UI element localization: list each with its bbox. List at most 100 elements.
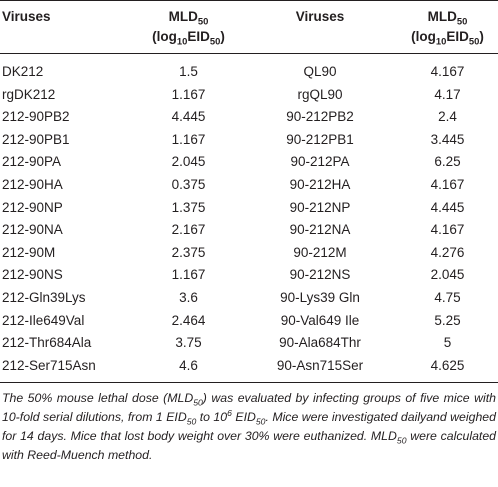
text-segment: (log [152, 29, 177, 44]
footnote: The 50% mouse lethal dose (MLD50) was ev… [0, 383, 498, 465]
table-row: DK212 1.5 QL90 4.167 [0, 54, 498, 84]
text-segment: to 10 [196, 410, 228, 425]
text-segment: MLD [168, 9, 198, 24]
text-segment: 50 [209, 36, 221, 48]
table-body: DK212 1.5 QL90 4.167 rgDK212 1.167 rgQL90 4.17 2… [0, 54, 498, 383]
table-header: Viruses MLD50 (log10EID50) Viruses MLD50 (log… [0, 0, 498, 54]
table-cell: 4.445 [430, 199, 465, 215]
table-cell: rgQL90 [297, 86, 343, 102]
table-cell: 5.25 [434, 312, 461, 328]
table-cell: 212-90NS [2, 267, 63, 283]
text-segment: 50 [456, 16, 468, 28]
table-cell: 212-90PB2 [2, 109, 70, 125]
text-segment: . Mice were investigated dailyand weighe… [2, 410, 496, 444]
header-cell: Viruses [0, 0, 134, 54]
table-cell: 4.625 [430, 357, 465, 373]
table-row: 212-Ile649Val 2.464 90-Val649 Ile 5.25 [0, 310, 498, 333]
table-cell: 1.375 [171, 199, 206, 215]
table-cell: 90-Asn715Ser [276, 357, 364, 373]
table-cell: 212-90HA [2, 176, 63, 192]
table-cell: rgDK212 [2, 86, 56, 102]
table-row: 212-90HA 0.375 90-212HA 4.167 [0, 174, 498, 197]
text-segment: 10 [435, 36, 447, 48]
table-cell: 4.445 [171, 109, 206, 125]
table-cell: 212-90PA [2, 154, 62, 170]
table-cell: 1.167 [171, 267, 206, 283]
header-cell: MLD50 (log10EID50) [397, 0, 498, 54]
table-cell: 212-Ile649Val [2, 312, 85, 328]
table-cell: 2.045 [430, 267, 465, 283]
table-cell: 90-212PB2 [286, 109, 354, 125]
table-cell: 2.167 [171, 222, 206, 238]
header-line: MLD50 [399, 7, 496, 27]
table-cell: 4.6 [179, 357, 198, 373]
table-cell: 212-90PB1 [2, 131, 70, 147]
table-cell: 90-Ala684Thr [279, 335, 361, 351]
text-segment: ) [220, 29, 225, 44]
table-cell: 1.5 [179, 64, 198, 79]
text-segment: The 50% mouse lethal dose (MLD [2, 391, 194, 406]
table-cell: 212-Gln39Lys [2, 289, 86, 305]
text-segment: EID [231, 410, 256, 425]
table-cell: 2.4 [438, 109, 457, 125]
text-segment: 50 [396, 435, 407, 446]
text-segment: MLD [427, 9, 457, 24]
table-cell: 212-90NA [2, 222, 63, 238]
text-segment: 50 [197, 16, 209, 28]
table-row: 212-Gln39Lys 3.6 90-Lys39 Gln 4.75 [0, 287, 498, 310]
data-table: Viruses MLD50 (log10EID50) Viruses MLD50 (log… [0, 0, 498, 384]
text-segment: 50 [255, 416, 266, 427]
table-cell: 90-212PB1 [286, 131, 354, 147]
table-cell: 3.6 [179, 289, 198, 305]
table-cell: 5 [443, 335, 452, 351]
header-line: (log10EID50) [136, 27, 241, 47]
table-cell: 2.045 [171, 154, 206, 170]
text-segment: were calculated with Reed-Muench method. [2, 429, 496, 463]
table-row: 212-Thr684Ala 3.75 90-Ala684Thr 5 [0, 332, 498, 355]
table-row: 212-90PB2 4.445 90-212PB2 2.4 [0, 106, 498, 129]
table-cell: 90-212NS [289, 267, 351, 283]
table-cell: 90-Lys39 Gln [280, 289, 360, 305]
table-row: rgDK212 1.167 rgQL90 4.17 [0, 84, 498, 107]
header-cell: Viruses [243, 0, 397, 54]
text-segment: 10 [176, 36, 188, 48]
table-row: 212-90NS 1.167 90-212NS 2.045 [0, 264, 498, 287]
text-segment: (log [411, 29, 436, 44]
table-cell: 90-212NP [289, 199, 351, 215]
text-segment: 50 [193, 397, 203, 408]
header-cell: MLD50 (log10EID50) [134, 0, 243, 54]
text-segment: EID [446, 29, 469, 44]
table-cell: 90-212PA [290, 154, 350, 170]
table-cell: 6.25 [434, 154, 461, 170]
table-cell: 2.464 [171, 312, 206, 328]
table-cell: 90-212NA [289, 222, 351, 238]
table-cell: 4.167 [430, 176, 465, 192]
table-cell: 90-212M [293, 244, 347, 260]
table-row: 212-90NP 1.375 90-212NP 4.445 [0, 197, 498, 220]
header-line: (log10EID50) [399, 27, 496, 47]
table-cell: 4.276 [430, 244, 465, 260]
header-line: Viruses [2, 7, 132, 27]
text-segment: ) was evaluated by infecting groups of f… [2, 391, 496, 425]
table-cell: 3.75 [175, 335, 202, 351]
text-segment: ) [479, 29, 484, 44]
table-cell: 4.75 [434, 289, 461, 305]
header-line: MLD50 [136, 7, 241, 27]
text-segment: 6 [227, 408, 232, 419]
table-cell: 1.167 [171, 86, 206, 102]
table-cell: 4.167 [430, 64, 465, 79]
text-segment: 50 [186, 416, 197, 427]
table-cell: 4.167 [430, 222, 465, 238]
table-cell: DK212 [2, 64, 44, 79]
text-segment: EID [187, 29, 210, 44]
table-cell: 90-Val649 Ile [280, 312, 360, 328]
table-cell: 212-Thr684Ala [2, 335, 92, 351]
table-cell: 2.375 [171, 244, 206, 260]
table-cell: 3.445 [430, 131, 465, 147]
text-segment: Viruses [295, 9, 345, 24]
table-cell: 4.17 [434, 86, 461, 102]
table-cell: 90-212HA [289, 176, 351, 192]
header-row: Viruses MLD50 (log10EID50) Viruses MLD50 (log… [0, 0, 498, 54]
table-cell: 212-Ser715Asn [2, 357, 96, 373]
